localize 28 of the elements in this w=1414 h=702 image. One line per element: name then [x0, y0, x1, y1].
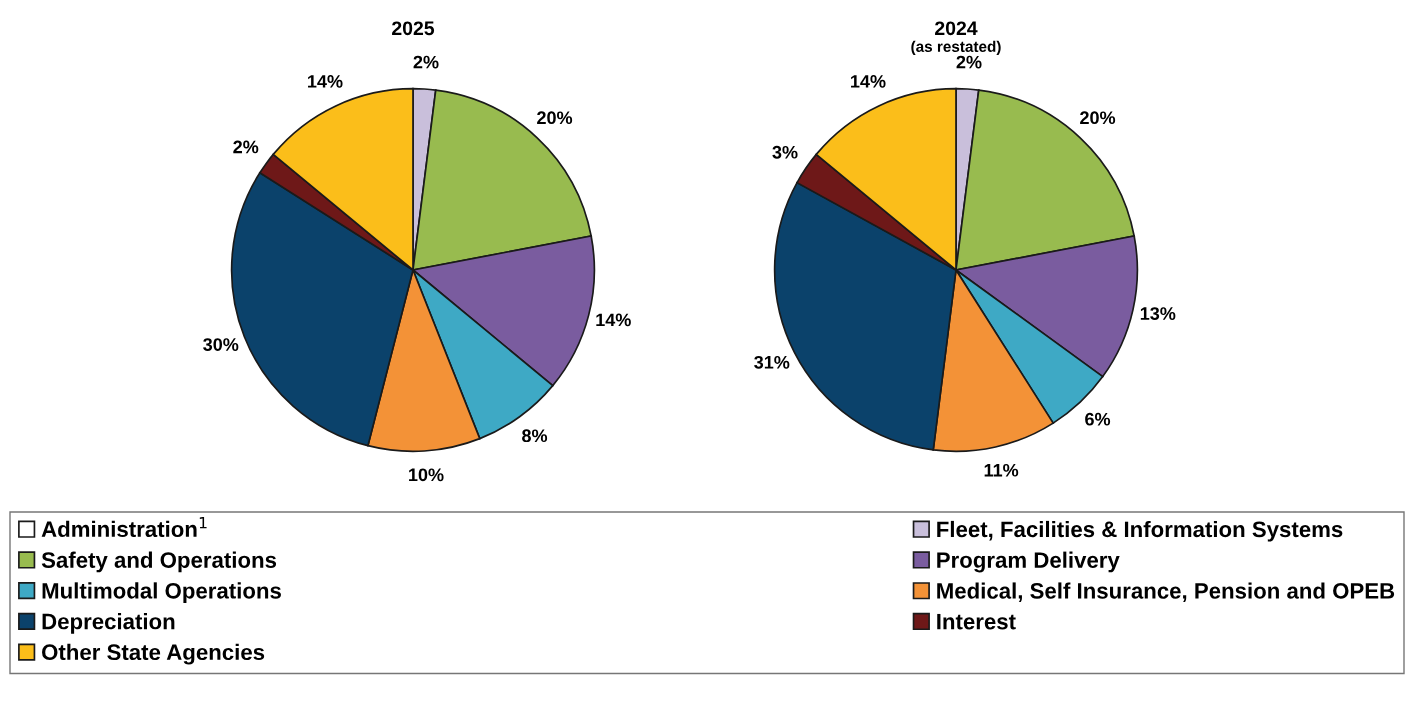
- data-label: 6%: [1085, 412, 1111, 426]
- legend-label: Medical, Self Insurance, Pension and OPEB: [937, 582, 1395, 602]
- data-label: 14%: [596, 313, 631, 327]
- legend-label: Program Delivery: [937, 551, 1120, 573]
- data-label: 2%: [956, 55, 982, 69]
- legend-label: Other State Agencies: [42, 643, 265, 665]
- legend-label: Depreciation: [42, 613, 175, 634]
- data-label: 10%: [409, 468, 444, 482]
- chart-subtitle: (as restated): [911, 40, 1001, 55]
- legend-label: Safety and Operations: [41, 551, 277, 573]
- data-label: 8%: [522, 429, 548, 443]
- data-label: 2%: [233, 140, 259, 154]
- data-label: 14%: [308, 75, 343, 88]
- data-label: 2%: [413, 55, 439, 69]
- data-label: 3%: [772, 145, 798, 159]
- chart-title: 2025: [392, 21, 435, 36]
- data-label: 11%: [984, 463, 1019, 477]
- legend-label: Multimodal Operations: [42, 582, 281, 604]
- data-label: 20%: [537, 111, 573, 125]
- legend-label: Administration$^{1}$: [41, 516, 207, 538]
- chart-title: 2024: [935, 21, 978, 36]
- legend-label: Fleet, Facilities & Information Systems: [937, 520, 1343, 542]
- legend-label: Interest: [937, 613, 1016, 630]
- data-label: 14%: [851, 75, 886, 88]
- data-label: 31%: [754, 355, 790, 369]
- data-label: 20%: [1080, 111, 1116, 125]
- data-label: 13%: [1140, 307, 1176, 320]
- data-label: 30%: [203, 338, 239, 351]
